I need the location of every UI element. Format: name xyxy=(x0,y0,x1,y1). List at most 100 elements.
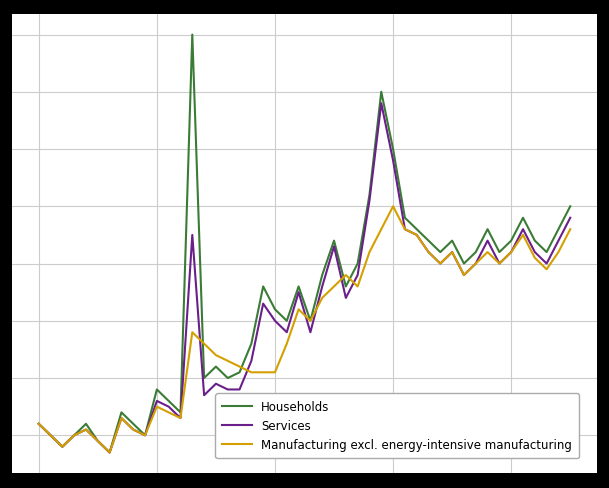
Services xyxy=(94,438,102,444)
Manufacturing excl. energy-intensive manufacturing xyxy=(413,232,420,238)
Households xyxy=(213,364,220,370)
Manufacturing excl. energy-intensive manufacturing xyxy=(401,227,409,233)
Services xyxy=(389,158,396,164)
Services xyxy=(224,387,231,393)
Households xyxy=(82,421,90,427)
Services xyxy=(366,198,373,204)
Households xyxy=(47,432,54,438)
Households xyxy=(272,307,279,313)
Households xyxy=(106,449,113,455)
Services xyxy=(531,250,538,256)
Services xyxy=(319,284,326,290)
Manufacturing excl. energy-intensive manufacturing xyxy=(425,250,432,256)
Manufacturing excl. energy-intensive manufacturing xyxy=(519,232,527,238)
Manufacturing excl. energy-intensive manufacturing xyxy=(437,261,444,267)
Households xyxy=(366,192,373,198)
Services xyxy=(259,301,267,307)
Manufacturing excl. energy-intensive manufacturing xyxy=(448,250,456,256)
Manufacturing excl. energy-intensive manufacturing xyxy=(47,432,54,438)
Services xyxy=(519,227,527,233)
Manufacturing excl. energy-intensive manufacturing xyxy=(130,427,137,432)
Services xyxy=(118,415,125,421)
Services xyxy=(566,215,574,221)
Households xyxy=(389,147,396,153)
Services xyxy=(106,449,113,455)
Households xyxy=(531,238,538,244)
Households xyxy=(555,227,562,233)
Manufacturing excl. energy-intensive manufacturing xyxy=(354,284,361,290)
Manufacturing excl. energy-intensive manufacturing xyxy=(342,272,350,278)
Services xyxy=(448,250,456,256)
Households xyxy=(236,369,243,375)
Manufacturing excl. energy-intensive manufacturing xyxy=(224,358,231,364)
Legend: Households, Services, Manufacturing excl. energy-intensive manufacturing: Households, Services, Manufacturing excl… xyxy=(215,393,579,458)
Services xyxy=(555,238,562,244)
Households xyxy=(448,238,456,244)
Services xyxy=(472,261,479,267)
Services xyxy=(71,432,78,438)
Manufacturing excl. energy-intensive manufacturing xyxy=(319,295,326,301)
Households xyxy=(177,409,184,415)
Households xyxy=(413,227,420,233)
Services xyxy=(153,398,161,404)
Services xyxy=(307,329,314,335)
Households xyxy=(248,341,255,347)
Manufacturing excl. energy-intensive manufacturing xyxy=(283,341,290,347)
Services xyxy=(47,432,54,438)
Manufacturing excl. energy-intensive manufacturing xyxy=(200,341,208,347)
Households xyxy=(283,318,290,324)
Manufacturing excl. energy-intensive manufacturing xyxy=(472,261,479,267)
Services xyxy=(141,432,149,438)
Services xyxy=(177,415,184,421)
Households xyxy=(189,33,196,39)
Manufacturing excl. energy-intensive manufacturing xyxy=(153,404,161,410)
Services xyxy=(543,261,551,267)
Services xyxy=(425,250,432,256)
Households xyxy=(330,238,337,244)
Manufacturing excl. energy-intensive manufacturing xyxy=(566,227,574,233)
Households xyxy=(543,250,551,256)
Manufacturing excl. energy-intensive manufacturing xyxy=(330,284,337,290)
Manufacturing excl. energy-intensive manufacturing xyxy=(248,369,255,375)
Manufacturing excl. energy-intensive manufacturing xyxy=(295,307,302,313)
Households xyxy=(472,250,479,256)
Services xyxy=(401,227,409,233)
Services xyxy=(437,261,444,267)
Services xyxy=(413,232,420,238)
Manufacturing excl. energy-intensive manufacturing xyxy=(460,272,468,278)
Services xyxy=(236,387,243,393)
Households xyxy=(200,375,208,381)
Manufacturing excl. energy-intensive manufacturing xyxy=(555,250,562,256)
Manufacturing excl. energy-intensive manufacturing xyxy=(389,204,396,210)
Services xyxy=(213,381,220,387)
Manufacturing excl. energy-intensive manufacturing xyxy=(307,318,314,324)
Households xyxy=(507,238,515,244)
Households xyxy=(425,238,432,244)
Households xyxy=(58,444,66,450)
Households xyxy=(224,375,231,381)
Manufacturing excl. energy-intensive manufacturing xyxy=(165,409,172,415)
Services xyxy=(35,421,43,427)
Households xyxy=(437,250,444,256)
Manufacturing excl. energy-intensive manufacturing xyxy=(259,369,267,375)
Households xyxy=(378,90,385,96)
Manufacturing excl. energy-intensive manufacturing xyxy=(272,369,279,375)
Services xyxy=(272,318,279,324)
Manufacturing excl. energy-intensive manufacturing xyxy=(236,364,243,370)
Line: Households: Households xyxy=(39,36,570,452)
Services xyxy=(295,290,302,296)
Manufacturing excl. energy-intensive manufacturing xyxy=(106,449,113,455)
Households xyxy=(295,284,302,290)
Services xyxy=(130,427,137,432)
Manufacturing excl. energy-intensive manufacturing xyxy=(531,255,538,261)
Manufacturing excl. energy-intensive manufacturing xyxy=(496,261,503,267)
Households xyxy=(460,261,468,267)
Services xyxy=(496,261,503,267)
Services xyxy=(58,444,66,450)
Households xyxy=(401,215,409,221)
Manufacturing excl. energy-intensive manufacturing xyxy=(543,267,551,273)
Households xyxy=(118,409,125,415)
Manufacturing excl. energy-intensive manufacturing xyxy=(484,250,491,256)
Households xyxy=(165,398,172,404)
Households xyxy=(71,432,78,438)
